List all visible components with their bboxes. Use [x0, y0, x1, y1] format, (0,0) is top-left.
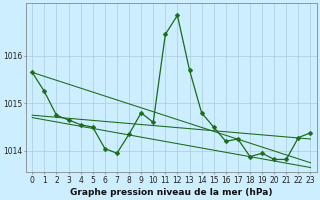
X-axis label: Graphe pression niveau de la mer (hPa): Graphe pression niveau de la mer (hPa) [70, 188, 273, 197]
